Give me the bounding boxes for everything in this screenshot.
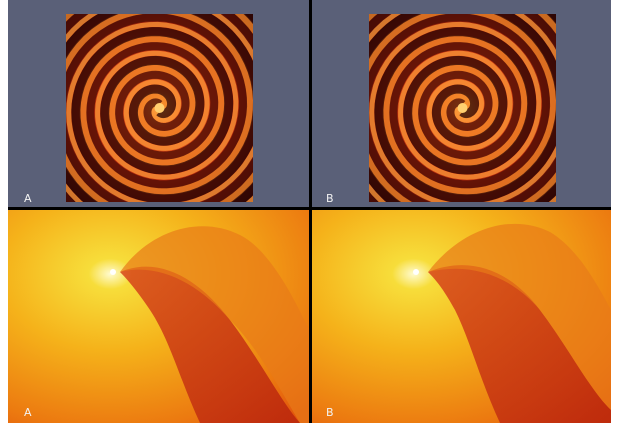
panel-label: A: [24, 406, 32, 419]
spiral-core: [458, 103, 468, 113]
panel-label: B: [326, 406, 334, 419]
divider: [8, 207, 611, 210]
panel-label: A: [24, 192, 32, 205]
divider: [309, 0, 312, 423]
panel-label: B: [326, 192, 334, 205]
spiral-core: [155, 103, 165, 113]
flow-image: [8, 210, 309, 423]
figure: A B A B: [0, 0, 617, 423]
flow-image: [312, 210, 611, 423]
